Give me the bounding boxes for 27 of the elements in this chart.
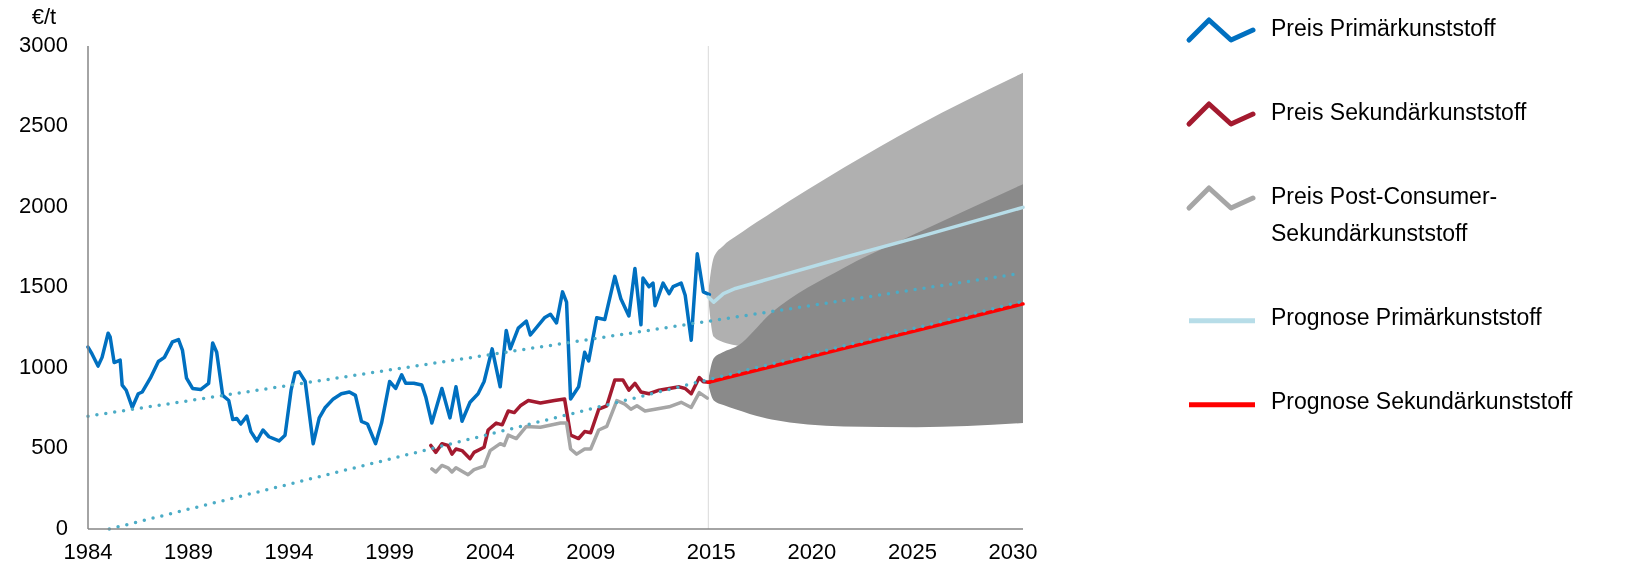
x-tick-label: 2030 bbox=[988, 539, 1038, 564]
legend-label: Preis Sekundärkunststoff bbox=[1271, 99, 1527, 126]
line-series bbox=[86, 252, 712, 446]
legend-label: Preis Primärkunststoff bbox=[1271, 15, 1497, 42]
y-tick-label: 0 bbox=[55, 514, 68, 540]
x-tick-label: 2009 bbox=[566, 539, 616, 564]
y-tick-label: 2500 bbox=[19, 112, 68, 138]
line-series bbox=[706, 302, 1025, 385]
x-tick-label: 1989 bbox=[164, 539, 214, 564]
legend-label: Prognose Sekundärkunststoff bbox=[1271, 387, 1573, 414]
legend-label: Prognose Primärkunststoff bbox=[1271, 303, 1543, 330]
x-tick-label: 2025 bbox=[887, 539, 937, 564]
y-tick-label: 1000 bbox=[19, 353, 68, 379]
line-series bbox=[430, 390, 710, 477]
y-tick-label: 2000 bbox=[19, 192, 68, 218]
x-tick-label: 1984 bbox=[63, 539, 113, 564]
x-tick-label: 1999 bbox=[365, 539, 415, 564]
y-tick-label: 1500 bbox=[19, 273, 68, 299]
x-tick-label: 2004 bbox=[465, 539, 515, 564]
y-axis-title: €/t bbox=[31, 4, 57, 29]
line-series bbox=[706, 205, 1025, 304]
x-tick-label: 2020 bbox=[787, 539, 837, 564]
y-tick-label: 500 bbox=[31, 434, 68, 460]
y-tick-label: 3000 bbox=[19, 31, 68, 57]
x-tick-label: 1994 bbox=[264, 539, 314, 564]
legend-label: Preis Post-Consumer-Sekundärkunststoff bbox=[1271, 183, 1498, 246]
x-tick-label: 2015 bbox=[686, 539, 736, 564]
